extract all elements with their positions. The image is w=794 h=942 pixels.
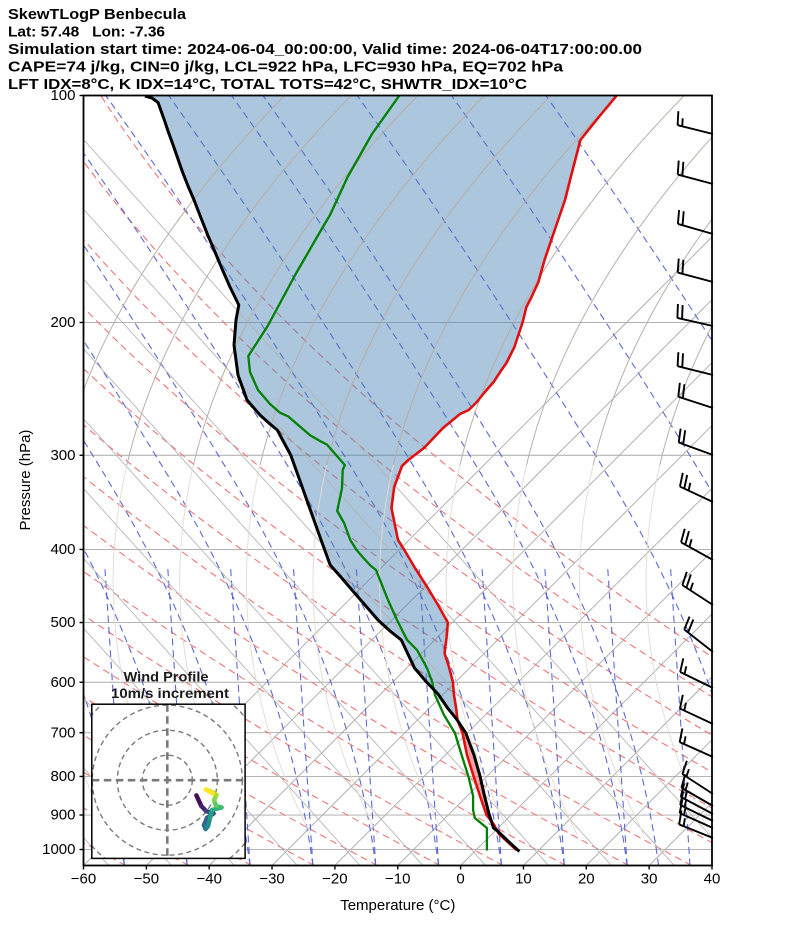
svg-text:−50: −50 bbox=[134, 871, 159, 888]
svg-text:10: 10 bbox=[515, 871, 532, 888]
svg-text:900: 900 bbox=[50, 807, 75, 824]
svg-text:1000: 1000 bbox=[42, 841, 75, 858]
svg-text:LFT IDX=8°C, K IDX=14°C, TOTAL: LFT IDX=8°C, K IDX=14°C, TOTAL TOTS=42°C… bbox=[8, 76, 527, 93]
svg-text:0: 0 bbox=[456, 871, 464, 888]
svg-text:800: 800 bbox=[50, 768, 75, 785]
svg-text:Lat: 57.48 Lon: -7.36: Lat: 57.48 Lon: -7.36 bbox=[8, 24, 165, 41]
svg-text:−10: −10 bbox=[385, 871, 410, 888]
svg-text:SkewTLogP Benbecula: SkewTLogP Benbecula bbox=[8, 6, 187, 23]
svg-text:600: 600 bbox=[50, 674, 75, 691]
svg-text:−20: −20 bbox=[322, 871, 347, 888]
svg-text:CAPE=74 j/kg, CIN=0 j/kg, LCL=: CAPE=74 j/kg, CIN=0 j/kg, LCL=922 hPa, L… bbox=[8, 59, 564, 76]
svg-text:100: 100 bbox=[50, 87, 75, 104]
svg-text:300: 300 bbox=[50, 447, 75, 464]
svg-text:Temperature (°C): Temperature (°C) bbox=[340, 897, 455, 914]
svg-text:700: 700 bbox=[50, 724, 75, 741]
svg-text:Simulation start time: 2024-06: Simulation start time: 2024-06-04_00:00:… bbox=[8, 41, 642, 58]
svg-text:Wind Profile: Wind Profile bbox=[124, 670, 210, 685]
svg-text:−40: −40 bbox=[196, 871, 221, 888]
svg-text:10m/s increment: 10m/s increment bbox=[111, 686, 230, 701]
svg-text:200: 200 bbox=[50, 314, 75, 331]
svg-text:−30: −30 bbox=[259, 871, 284, 888]
svg-text:−60: −60 bbox=[71, 871, 96, 888]
svg-text:400: 400 bbox=[50, 541, 75, 558]
svg-text:Pressure (hPa): Pressure (hPa) bbox=[17, 430, 34, 531]
svg-text:500: 500 bbox=[50, 614, 75, 631]
svg-text:30: 30 bbox=[641, 871, 658, 888]
svg-text:20: 20 bbox=[578, 871, 595, 888]
svg-text:40: 40 bbox=[704, 871, 721, 888]
